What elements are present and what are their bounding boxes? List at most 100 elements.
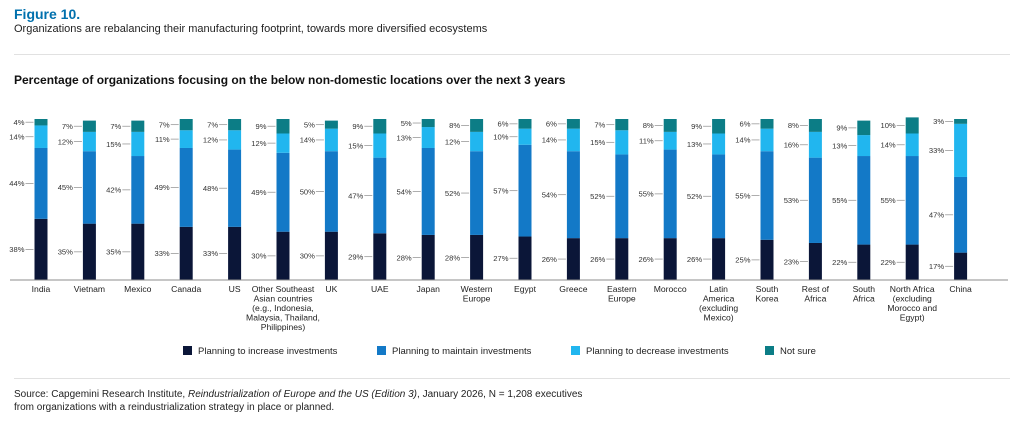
data-label: 25% [735, 256, 750, 265]
data-label: 7% [110, 122, 121, 131]
data-label: 15% [348, 141, 363, 150]
category-label-line: Europe [463, 294, 491, 304]
data-label: 15% [106, 140, 121, 149]
category-label: UK [325, 284, 337, 294]
source-suffix: , January 2026, N = 1,208 executives [417, 389, 583, 400]
bar-segment-not_sure [324, 120, 338, 129]
bar-segment-not_sure [518, 119, 532, 129]
bar-segment-increase [518, 236, 532, 280]
data-label: 48% [203, 184, 218, 193]
bar-segment-not_sure [82, 120, 96, 132]
category-label: India [32, 284, 51, 294]
data-label: 4% [14, 118, 25, 127]
category-label-line: Rest of [802, 284, 830, 294]
bar-segment-decrease [954, 123, 968, 177]
category-label-line: Western [461, 284, 493, 294]
figure-subtitle: Organizations are rebalancing their manu… [14, 23, 488, 35]
data-label: 47% [929, 211, 944, 220]
bar-segment-increase [712, 238, 726, 280]
legend-item-decrease: Planning to decrease investments [571, 346, 729, 357]
data-label: 30% [251, 252, 266, 261]
bar-segment-decrease [82, 131, 96, 152]
bar-segment-not_sure [615, 119, 629, 131]
category-label-line: South [756, 284, 779, 294]
legend-label-increase: Planning to increase investments [198, 346, 338, 357]
data-label: 44% [9, 179, 24, 188]
data-label: 8% [449, 121, 460, 130]
bar-segment-decrease [34, 125, 48, 148]
category-label-line: Mexico [124, 284, 151, 294]
bar-segment-decrease [373, 133, 387, 158]
category-label: Western Europe [461, 284, 493, 304]
bar-segment-maintain [663, 149, 677, 239]
bar-segment-maintain [179, 147, 193, 227]
category-label-line: Africa [853, 294, 875, 304]
data-label: 13% [832, 141, 847, 150]
bar-segment-decrease [131, 131, 145, 157]
data-label: 27% [493, 254, 508, 263]
category-label: Mexico [124, 284, 151, 294]
data-label: 6% [740, 120, 751, 129]
category-label-line: Canada [171, 284, 201, 294]
bar-segment-decrease [276, 133, 290, 153]
category-label-line: Africa [804, 294, 826, 304]
bar-segment-increase [808, 242, 822, 280]
legend-label-not-sure: Not sure [780, 346, 816, 357]
data-label: 10% [880, 121, 895, 130]
bar-segment-maintain [712, 154, 726, 239]
legend-item-not-sure: Not sure [765, 346, 816, 357]
data-label: 38% [9, 245, 24, 254]
legend-label-maintain: Planning to maintain investments [392, 346, 532, 357]
data-label: 47% [348, 191, 363, 200]
bar-segment-increase [615, 238, 629, 280]
data-label: 26% [638, 255, 653, 264]
category-label: Morocco [654, 284, 687, 294]
legend-swatch-maintain [377, 346, 386, 355]
bar-segment-increase [179, 226, 193, 280]
category-label-line: India [32, 284, 51, 294]
bar-segment-increase [760, 239, 774, 280]
bar-segment-not_sure [421, 119, 435, 128]
category-label-line: Latin [709, 284, 728, 294]
data-label: 26% [542, 255, 557, 264]
category-label-line: Eastern [607, 284, 637, 294]
bar-segment-maintain [566, 151, 580, 239]
bar-segment-increase [228, 226, 242, 280]
data-label: 14% [880, 141, 895, 150]
bar-segment-decrease [228, 130, 242, 150]
data-label: 6% [498, 120, 509, 129]
category-label: Japan [416, 284, 440, 294]
bar-segment-maintain [373, 157, 387, 234]
bar-segment-decrease [566, 128, 580, 152]
category-label: North Africa (excluding Morocco and Egypt) [887, 284, 937, 323]
data-label: 6% [546, 120, 557, 129]
bar-segment-increase [276, 231, 290, 280]
category-label-line: China [949, 284, 972, 294]
data-label: 53% [784, 196, 799, 205]
data-label: 11% [639, 137, 654, 146]
bar-segment-decrease [663, 131, 677, 150]
bar-segment-not_sure [905, 117, 919, 134]
bar-segment-increase [131, 223, 145, 280]
source-line-2: from organizations with a reindustrializ… [14, 402, 335, 413]
category-label-line: Egypt [514, 284, 537, 294]
data-label: 9% [256, 122, 267, 131]
bar-segment-increase [324, 231, 338, 280]
bar-segment-maintain [324, 151, 338, 232]
bar-segment-maintain [615, 154, 629, 239]
bar-segment-increase [905, 244, 919, 280]
bar-segment-maintain [228, 149, 242, 227]
category-label: UAE [371, 284, 389, 294]
bar-segment-increase [470, 234, 484, 280]
category-label-line: Morocco [654, 284, 687, 294]
category-label: Greece [559, 284, 587, 294]
category-label-line: (excluding [699, 303, 738, 313]
bar-segment-decrease [324, 128, 338, 152]
bar-segment-maintain [82, 151, 96, 224]
figure-label: Figure 10. [14, 6, 81, 22]
category-label-line: Korea [756, 294, 779, 304]
data-label: 54% [396, 187, 411, 196]
category-label-line: America [703, 294, 735, 304]
data-label: 7% [207, 120, 218, 129]
category-label: Other Southeast Asian countries (e.g., Ind… [246, 284, 320, 332]
